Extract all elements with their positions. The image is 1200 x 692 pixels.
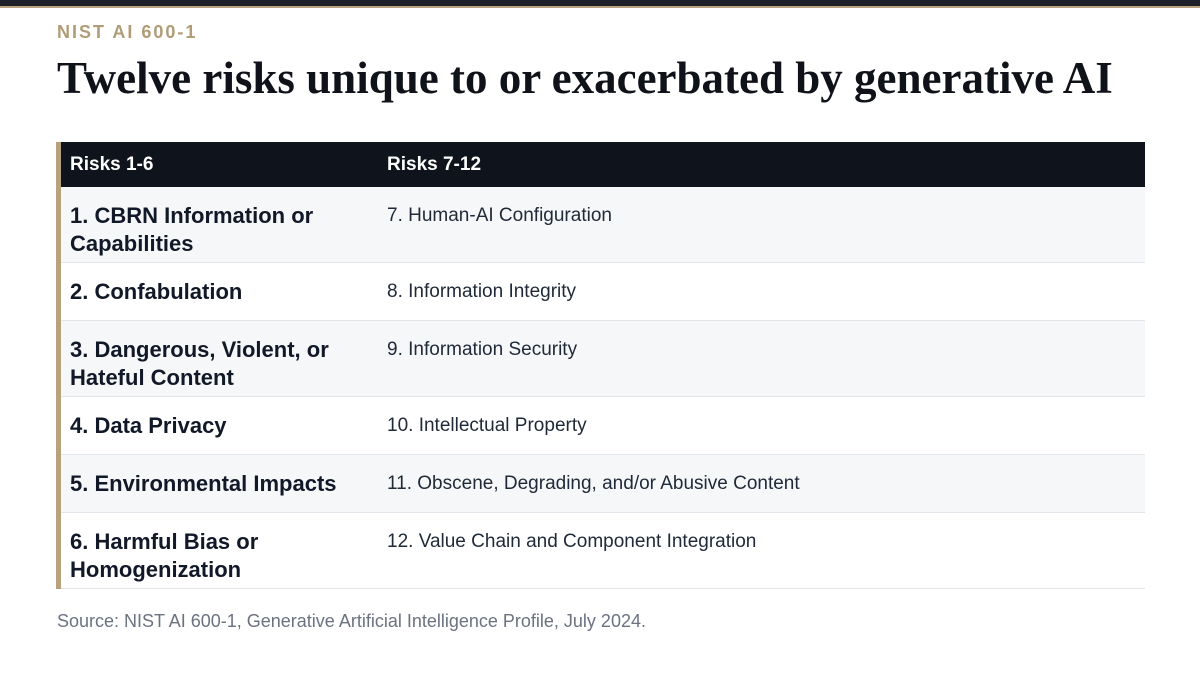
risk-cell-left: 5. Environmental Impacts <box>70 471 337 496</box>
risk-cell-right: 9. Information Security <box>387 339 578 360</box>
risk-cell-left: 3. Dangerous, Violent, or Hateful Conten… <box>70 337 329 390</box>
document-eyebrow: NIST AI 600-1 <box>57 22 198 42</box>
table-header: Risks 1-6 Risks 7-12 <box>61 142 1145 187</box>
column-header-risks-7-12: Risks 7-12 <box>387 153 482 175</box>
risk-cell-left: 6. Harmful Bias or Homogenization <box>70 529 259 582</box>
risk-cell-right: 12. Value Chain and Component Integratio… <box>387 531 757 552</box>
risk-cell-right: 8. Information Integrity <box>387 281 577 302</box>
risk-table: Risks 1-6 Risks 7-12 1. CBRN Information… <box>56 142 1145 589</box>
table-row: 3. Dangerous, Violent, or Hateful Conten… <box>61 321 1145 397</box>
top-rule <box>0 0 1200 8</box>
risk-cell-right: 7. Human-AI Configuration <box>387 205 612 226</box>
risk-cell-left: 4. Data Privacy <box>70 413 227 438</box>
table-row: 4. Data Privacy 10. Intellectual Propert… <box>61 397 1145 455</box>
column-header-risks-1-6: Risks 1-6 <box>70 153 154 175</box>
table-body: 1. CBRN Information or Capabilities 7. H… <box>61 187 1145 589</box>
table-row: 1. CBRN Information or Capabilities 7. H… <box>61 187 1145 263</box>
table-row: 2. Confabulation 8. Information Integrit… <box>61 263 1145 321</box>
table-row: 6. Harmful Bias or Homogenization 12. Va… <box>61 513 1145 589</box>
risk-cell-right: 11. Obscene, Degrading, and/or Abusive C… <box>387 473 800 494</box>
table-row: 5. Environmental Impacts 11. Obscene, De… <box>61 455 1145 513</box>
source-note: Source: NIST AI 600-1, Generative Artifi… <box>57 611 646 631</box>
risk-cell-left: 2. Confabulation <box>70 279 243 304</box>
risk-cell-left: 1. CBRN Information or Capabilities <box>70 203 314 256</box>
page-title: Twelve risks unique to or exacerbated by… <box>57 53 1113 103</box>
risk-cell-right: 10. Intellectual Property <box>387 415 587 436</box>
